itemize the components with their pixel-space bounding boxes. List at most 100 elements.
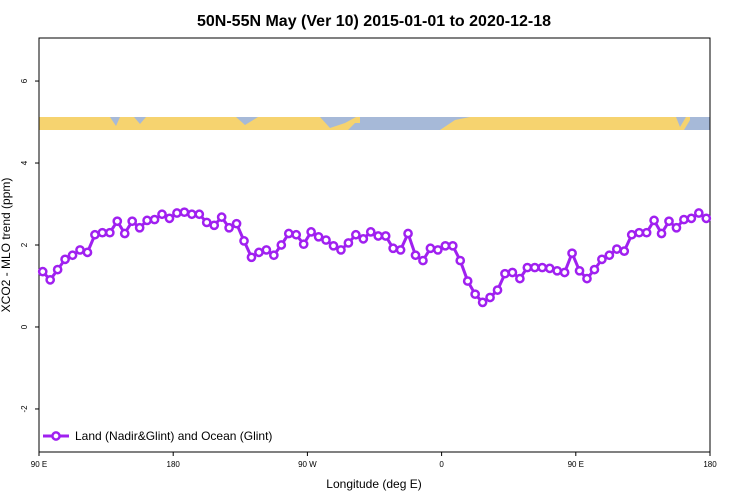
point bbox=[112, 216, 123, 227]
point bbox=[701, 213, 712, 224]
point bbox=[224, 222, 234, 233]
point bbox=[388, 243, 398, 254]
point bbox=[157, 209, 167, 220]
x-tick-label: 180 bbox=[167, 460, 181, 469]
point bbox=[567, 248, 577, 259]
y-tick-label: 2 bbox=[20, 242, 29, 247]
point bbox=[194, 209, 205, 220]
point bbox=[201, 217, 212, 228]
point bbox=[261, 245, 272, 255]
point bbox=[515, 273, 525, 284]
point bbox=[358, 234, 369, 244]
point bbox=[269, 250, 279, 261]
point bbox=[455, 255, 466, 266]
point bbox=[60, 254, 70, 265]
land-ocean-band bbox=[39, 117, 710, 130]
point bbox=[216, 212, 227, 222]
point bbox=[656, 228, 667, 239]
point bbox=[574, 265, 585, 276]
point bbox=[589, 264, 600, 275]
point bbox=[291, 229, 302, 240]
x-tick-label: 90 E bbox=[568, 460, 584, 469]
point bbox=[104, 227, 115, 238]
point bbox=[321, 235, 331, 245]
point bbox=[67, 250, 78, 261]
point bbox=[336, 245, 346, 255]
point bbox=[604, 250, 615, 261]
point bbox=[134, 222, 145, 233]
y-tick-label: 4 bbox=[20, 160, 29, 165]
point bbox=[671, 222, 682, 233]
point bbox=[664, 216, 674, 227]
point bbox=[477, 297, 488, 308]
point bbox=[410, 250, 421, 261]
point bbox=[343, 238, 354, 248]
point bbox=[522, 262, 533, 273]
point bbox=[537, 262, 548, 273]
point bbox=[172, 208, 182, 218]
chart-title: 50N-55N May (Ver 10) 2015-01-01 to 2020-… bbox=[197, 13, 551, 30]
point bbox=[440, 240, 451, 251]
point bbox=[597, 254, 607, 265]
point bbox=[254, 247, 264, 258]
point bbox=[142, 215, 152, 226]
point bbox=[492, 285, 503, 295]
point bbox=[37, 266, 48, 277]
legend-marker bbox=[51, 431, 61, 441]
point bbox=[164, 213, 175, 224]
point bbox=[611, 244, 622, 254]
point bbox=[306, 227, 316, 237]
point bbox=[186, 209, 197, 220]
point bbox=[328, 240, 339, 251]
point bbox=[82, 247, 93, 258]
point bbox=[179, 207, 190, 218]
point bbox=[559, 267, 570, 278]
point bbox=[582, 273, 592, 284]
point bbox=[298, 239, 309, 250]
point bbox=[679, 214, 689, 225]
point bbox=[97, 227, 108, 238]
land-band bbox=[39, 117, 360, 130]
x-axis-label: Longitude (deg E) bbox=[326, 477, 421, 491]
y-tick-label: 6 bbox=[20, 78, 29, 83]
point bbox=[380, 231, 391, 241]
point bbox=[641, 227, 652, 238]
point bbox=[462, 276, 473, 286]
y-tick-label: 0 bbox=[20, 324, 29, 329]
point bbox=[283, 228, 294, 239]
point bbox=[544, 263, 555, 274]
y-tick-label: -2 bbox=[20, 405, 29, 413]
point bbox=[500, 268, 510, 279]
point bbox=[45, 274, 56, 285]
legend-label: Land (Nadir&Glint) and Ocean (Glint) bbox=[75, 429, 272, 443]
point bbox=[127, 216, 138, 227]
x-tick-label: 0 bbox=[439, 460, 444, 469]
x-tick-label: 90 W bbox=[298, 460, 317, 469]
point bbox=[373, 231, 384, 241]
land-band bbox=[440, 117, 690, 130]
point bbox=[626, 229, 637, 240]
point bbox=[447, 240, 458, 251]
point bbox=[246, 252, 257, 263]
x-tick-label: 180 bbox=[703, 460, 717, 469]
point bbox=[686, 213, 697, 224]
point bbox=[649, 215, 659, 226]
y-axis-label: XCO2 - MLO trend (ppm) bbox=[0, 178, 13, 313]
point bbox=[395, 245, 406, 255]
point bbox=[485, 292, 495, 303]
point bbox=[351, 229, 361, 240]
plot-frame bbox=[38, 37, 711, 453]
point bbox=[365, 227, 376, 237]
point bbox=[529, 262, 540, 273]
point bbox=[693, 208, 704, 218]
point bbox=[52, 264, 63, 275]
point bbox=[619, 246, 630, 256]
point bbox=[239, 236, 249, 246]
point bbox=[425, 243, 436, 254]
point bbox=[119, 228, 130, 239]
point bbox=[418, 255, 428, 266]
point bbox=[552, 265, 563, 276]
point bbox=[433, 245, 443, 255]
